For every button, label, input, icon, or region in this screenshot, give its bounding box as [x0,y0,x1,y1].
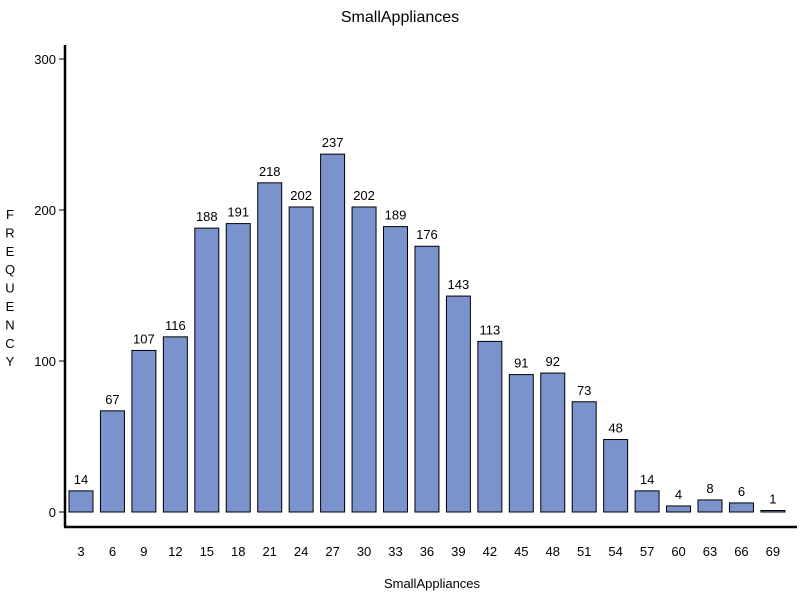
bar-value-label: 191 [227,205,249,220]
bar [634,490,660,513]
x-tick-label: 9 [140,544,147,559]
x-tick-label: 33 [388,544,402,559]
x-axis-label: SmallAppliances [384,576,481,591]
bar-value-label: 107 [133,331,155,346]
bar-value-label: 188 [196,209,218,224]
bar-value-label: 14 [74,472,88,487]
x-tick-label: 45 [514,544,528,559]
y-ticks: 0 100 200 300 [34,52,65,520]
bar-value-label: 73 [577,383,591,398]
x-tick-label: 15 [200,544,214,559]
x-tick-label: 3 [77,544,84,559]
bar [571,401,597,513]
x-tick-label: 12 [168,544,182,559]
bar [760,509,786,513]
bar [351,206,377,513]
x-tick-label: 24 [294,544,308,559]
bar [540,372,566,513]
bar [320,153,346,513]
x-tick-label: 54 [608,544,622,559]
y-axis-label-letter: Y [6,354,15,369]
bar-value-label: 92 [546,354,560,369]
bar [445,295,471,513]
y-tick-label: 100 [34,354,56,369]
bar [383,226,408,513]
y-axis-label-letter: R [5,225,14,240]
bar-value-label: 116 [165,318,186,333]
x-tick-label: 63 [703,544,717,559]
x-tick-label: 39 [451,544,465,559]
y-tick-label: 200 [34,203,56,218]
bar [697,499,723,513]
bar [225,223,251,513]
x-tick-label: 51 [577,544,591,559]
bar [162,336,188,513]
x-tick-label: 57 [640,544,654,559]
bar-value-label: 14 [640,472,654,487]
y-axis-label-letter: U [5,281,14,296]
bar [68,490,94,513]
x-tick-label: 6 [109,544,116,559]
x-tick-label: 21 [262,544,276,559]
x-tick-label: 36 [420,544,434,559]
bar-value-label: 218 [259,164,281,179]
x-tick-label: 18 [231,544,245,559]
bar [477,340,503,513]
bar [99,410,125,513]
bar-value-label: 8 [706,481,713,496]
x-tick-label: 30 [357,544,371,559]
bar [728,502,754,513]
bar-value-label: 67 [105,392,119,407]
bar-value-label: 113 [479,322,500,337]
x-tick-label: 60 [671,544,685,559]
y-axis-label-letter: N [5,317,14,332]
bar-value-label: 176 [416,227,438,242]
bar [194,227,220,513]
y-axis-label-letter: E [6,244,15,259]
bar-value-label: 202 [290,188,312,203]
x-tick-label: 66 [734,544,748,559]
x-tick-label: 42 [483,544,497,559]
x-ticks: 3 6 9 12 15 18 21 24 27 30 33 36 39 42 45 48 51 54 57 60 63 6… [77,544,780,559]
y-axis-label-letter: Q [5,262,15,277]
bars [68,153,786,513]
bar-value-label: 48 [608,421,622,436]
y-tick-label: 300 [34,52,56,67]
y-axis-label-letter: F [6,207,14,222]
bar-value-label: 91 [514,356,528,371]
bar-value-label: 6 [738,484,745,499]
x-tick-label: 69 [766,544,780,559]
x-tick-label: 48 [546,544,560,559]
bar-value-label: 189 [385,208,407,223]
bar-value-label: 1 [769,491,776,506]
chart-title: SmallAppliances [341,9,459,26]
bar-value-label: 237 [322,135,344,150]
y-tick-label: 0 [49,505,56,520]
x-tick-label: 27 [325,544,339,559]
y-axis-label-letter: E [6,299,15,314]
bar [508,374,534,513]
bar [603,439,629,513]
bar [414,245,440,513]
bar [666,505,692,513]
bar-value-label: 202 [353,188,375,203]
bar-value-label: 143 [448,277,470,292]
bar-value-label: 4 [675,487,682,502]
bar [257,182,283,513]
bar [131,349,157,513]
y-axis-label-letter: C [5,336,14,351]
bar [288,206,314,513]
